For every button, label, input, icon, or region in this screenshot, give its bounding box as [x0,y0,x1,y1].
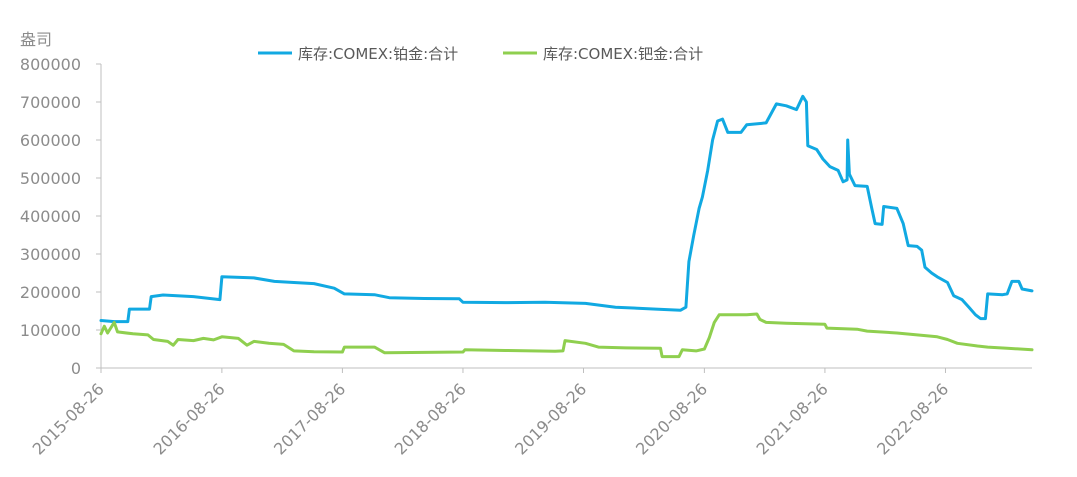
x-tick-label: 2022-08-26 [873,379,952,458]
x-tick-label: 2016-08-26 [150,379,229,458]
y-tick-label: 200000 [20,283,81,302]
y-tick-label: 500000 [20,169,81,188]
legend-label-palladium: 库存:COMEX:钯金:合计 [543,45,703,63]
x-tick-label: 2020-08-26 [632,379,711,458]
series-line-platinum [99,94,1034,324]
x-tick-label: 2018-08-26 [391,379,470,458]
y-axis: 800000 700000 600000 500000 400000 300000 2000… [20,55,102,378]
series-layer [99,94,1034,359]
y-tick-label: 800000 [20,55,81,74]
x-tick-label: 2015-08-26 [29,379,108,458]
y-tick-label: 0 [71,359,81,378]
y-tick-label: 400000 [20,207,81,226]
y-tick-label: 600000 [20,131,81,150]
series-line-palladium [99,312,1034,359]
legend: 库存:COMEX:铂金:合计 库存:COMEX:钯金:合计 [258,45,703,63]
y-tick-label: 700000 [20,93,81,112]
legend-label-platinum: 库存:COMEX:铂金:合计 [298,45,458,63]
x-axis: 2015-08-26 2016-08-26 2017-08-26 2018-08-26… [29,367,1032,459]
y-tick-label: 100000 [20,321,81,340]
x-tick-label: 2017-08-26 [270,379,349,458]
x-tick-label: 2019-08-26 [511,379,590,458]
y-tick-label: 300000 [20,245,81,264]
x-tick-label: 2021-08-26 [753,379,832,458]
y-axis-unit-label: 盎司 [20,30,52,49]
